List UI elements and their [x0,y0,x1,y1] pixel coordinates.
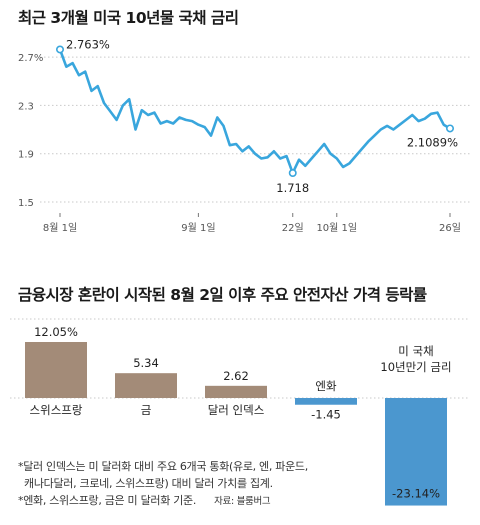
footnote-3-text: *엔화, 스위스프랑, 금은 미 달러화 기준. [18,494,197,507]
bar-value-label: 2.62 [223,369,249,383]
y-tick-label: 1.5 [18,198,34,209]
annotation-point [445,124,454,133]
bar-2 [205,385,267,398]
x-tick-label: 9월 1일 [181,222,215,234]
annotation-point [55,45,64,54]
footnotes: *달러 인덱스는 미 달러화 대비 주요 6개국 통화(유로, 엔, 파운드, … [18,458,468,510]
x-tick-label: 22일 [282,222,304,234]
bar-1 [115,373,177,398]
footnote-1: *달러 인덱스는 미 달러화 대비 주요 6개국 통화(유로, 엔, 파운드, [18,460,308,473]
bar-0 [25,342,87,398]
annotation-label: 2.1089% [407,135,458,149]
x-tick-label: 26일 [439,222,461,234]
footnote-3: *엔화, 스위스프랑, 금은 미 달러화 기준. 자료: 블룸버그 [18,492,468,510]
y-tick-label: 1.9 [18,150,34,161]
x-tick-label: 10월 1일 [316,222,357,234]
series-line [58,49,451,175]
line-chart: 1.5 1.9 2.3 2.7% 8월 1일 9월 1일 22일 10월 1일 26일 2.763… [18,37,470,234]
bar-4 [385,398,447,506]
bar-category-label: 달러 인덱스 [208,403,265,417]
x-tick-label: 8월 1일 [43,222,77,234]
bar-category-label: 금 [141,403,152,417]
source-label: 자료: 블룸버그 [214,496,271,507]
y-tick-label: 2.3 [18,101,34,112]
bar-chart-title: 금융시장 혼란이 시작된 8월 2일 이후 주요 안전자산 가격 등락률 [18,286,427,304]
bar-3 [295,398,357,405]
annotation-label: 1.718 [276,181,309,195]
bar-category-label: 미 국채 [398,344,433,358]
bar-value-label: 5.34 [133,356,159,370]
bar-category-label: 10년만기 금리 [380,360,451,374]
annotation-label: 2.763% [66,37,110,51]
y-tick-label: 2.7% [18,53,43,64]
bar-category-label: 스위스프랑 [30,403,83,417]
bar-category-label: 엔화 [315,379,337,393]
footnote-2: 캐나다달러, 크로네, 스위스프랑) 대비 달러 가치를 집계. [24,477,273,490]
bar-value-label: -1.45 [311,408,341,422]
bar-value-label: -23.14% [392,487,440,501]
annotation-point [288,169,297,178]
line-chart-title: 최근 3개월 미국 10년물 국채 금리 [18,9,239,27]
bar-value-label: 12.05% [34,325,78,339]
